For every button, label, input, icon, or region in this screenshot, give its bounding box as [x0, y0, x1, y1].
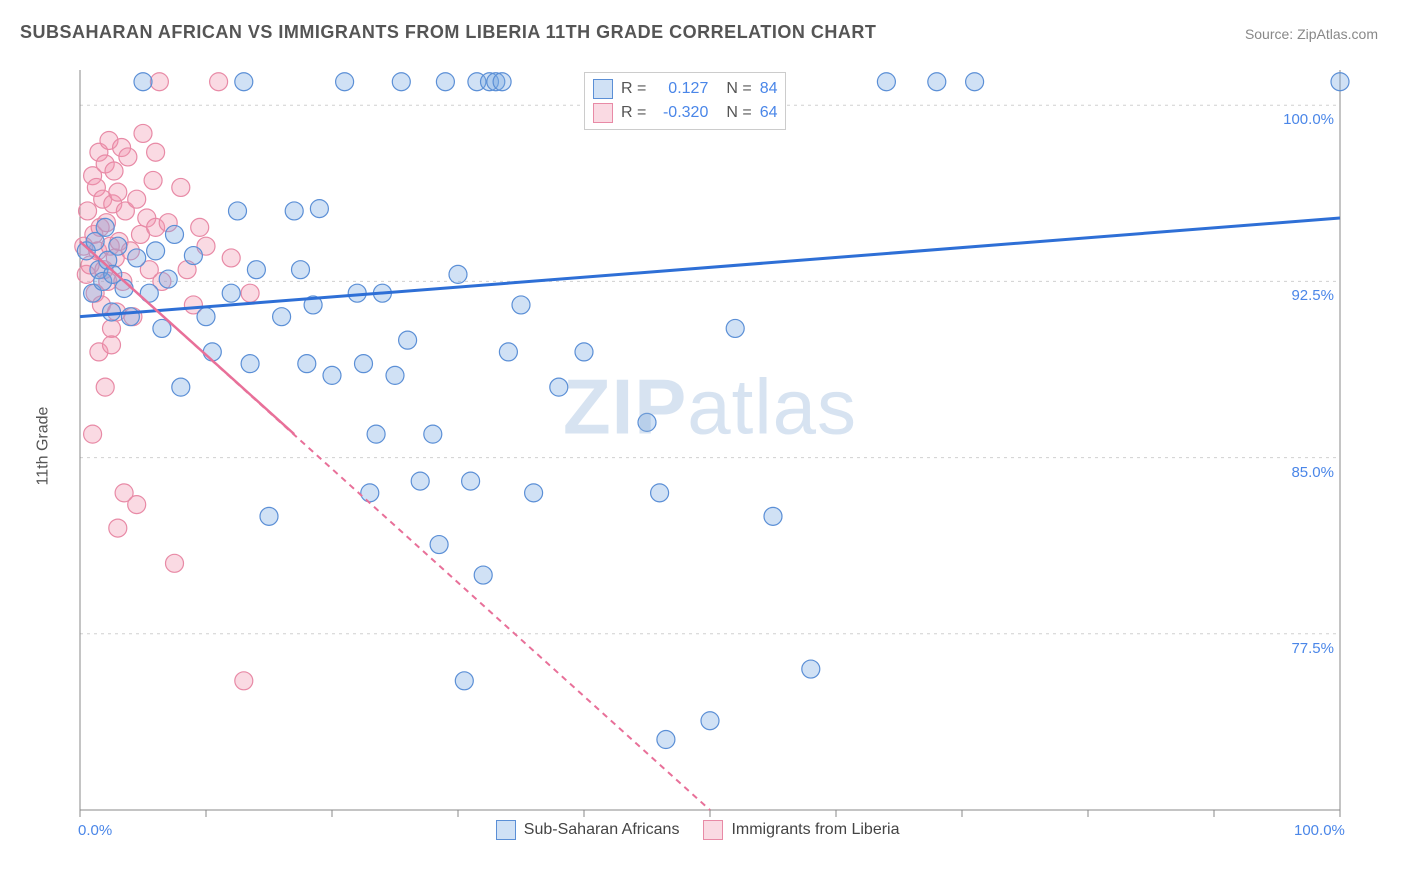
legend-swatch-icon	[703, 820, 723, 840]
source-label: Source: ZipAtlas.com	[1245, 26, 1378, 42]
n-value: 84	[760, 80, 778, 98]
y-tick-label: 77.5%	[1291, 640, 1334, 657]
legend-series-item: Immigrants from Liberia	[703, 820, 899, 840]
r-label: R =	[621, 80, 646, 98]
legend-corr-row: R = -0.320 N = 64	[593, 101, 777, 125]
legend-swatch-icon	[593, 103, 613, 123]
chart-title: SUBSAHARAN AFRICAN VS IMMIGRANTS FROM LI…	[20, 22, 876, 43]
y-axis-label: 11th Grade	[34, 407, 52, 486]
y-tick-label: 85.0%	[1291, 464, 1334, 481]
y-tick-label: 100.0%	[1283, 111, 1334, 128]
legend-correlation: R = 0.127 N = 84 R = -0.320 N = 64	[584, 72, 786, 130]
legend-series-label: Sub-Saharan Africans	[524, 821, 680, 839]
x-tick-label: 100.0%	[1294, 822, 1345, 839]
legend-series-item: Sub-Saharan Africans	[496, 820, 680, 840]
n-value: 64	[760, 104, 778, 122]
scatter-svg	[60, 60, 1360, 830]
legend-swatch-icon	[593, 79, 613, 99]
r-label: R =	[621, 104, 646, 122]
legend-series-label: Immigrants from Liberia	[731, 821, 899, 839]
legend-swatch-icon	[496, 820, 516, 840]
n-label: N =	[726, 80, 751, 98]
n-label: N =	[726, 104, 751, 122]
plot-area: ZIPatlas R =0.127N =84R =-0.320N =64 77.…	[60, 60, 1360, 830]
legend-corr-row: R = 0.127 N = 84	[593, 77, 777, 101]
r-value: 0.127	[654, 80, 708, 98]
r-value: -0.320	[654, 104, 708, 122]
x-tick-label: 0.0%	[78, 822, 112, 839]
y-tick-label: 92.5%	[1291, 287, 1334, 304]
legend-series: Sub-Saharan Africans Immigrants from Libe…	[496, 820, 900, 840]
